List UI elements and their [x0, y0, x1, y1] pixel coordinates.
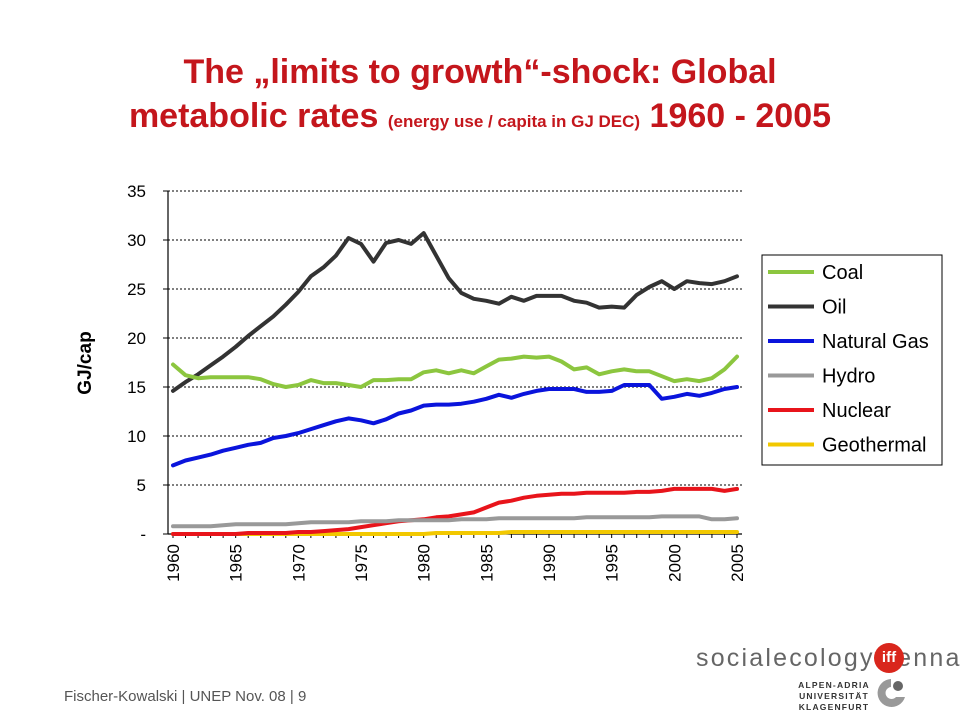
footer-text: Fischer-Kowalski | UNEP Nov. 08 | 9 — [64, 688, 307, 705]
y-tick-label: 30 — [127, 231, 146, 250]
y-tick-label: - — [140, 525, 146, 544]
x-tick-label: 1960 — [164, 544, 183, 582]
y-tick-label: 15 — [127, 378, 146, 397]
university-line2: UNIVERSITÄT — [799, 691, 869, 701]
brand-wordmark: socialecologyvienna — [696, 644, 960, 672]
title-line1: The „limits to growth“-shock: Global — [183, 53, 777, 91]
x-tick-label: 1985 — [477, 544, 496, 582]
y-tick-label: 35 — [127, 182, 146, 201]
legend-label-oil: Oil — [822, 297, 846, 319]
slide-title: The „limits to growth“-shock: Global met… — [0, 50, 960, 144]
x-tick-label: 1990 — [540, 544, 559, 582]
chart-legend — [761, 254, 943, 466]
series-line-oil — [171, 231, 739, 393]
series-line-coal — [171, 354, 739, 389]
x-tick-label: 1980 — [415, 544, 434, 582]
x-tick-label: 1975 — [352, 544, 371, 582]
y-tick-label: 20 — [127, 329, 146, 348]
series-line-natural-gas — [171, 383, 739, 468]
legend-label-hydro: Hydro — [822, 366, 875, 388]
iff-badge: iff — [874, 643, 904, 673]
university-line1: ALPEN-ADRIA — [798, 680, 870, 690]
legend-label-nuclear: Nuclear — [822, 400, 891, 422]
legend-label-geothermal: Geothermal — [822, 435, 927, 457]
x-tick-label: 2000 — [665, 544, 684, 582]
x-tick-label: 2005 — [728, 544, 747, 582]
x-tick-label: 1995 — [603, 544, 622, 582]
x-tick-label: 1965 — [227, 544, 246, 582]
y-axis-label: GJ/cap — [75, 331, 96, 394]
university-logo-icon — [877, 679, 905, 707]
y-tick-label: 10 — [127, 427, 146, 446]
series-line-nuclear — [171, 486, 739, 536]
title-years: 1960 - 2005 — [649, 97, 832, 135]
y-tick-label: 5 — [137, 476, 146, 495]
legend-label-natural-gas: Natural Gas — [822, 331, 929, 353]
university-name: ALPEN-ADRIA UNIVERSITÄT KLAGENFURT — [798, 680, 870, 713]
title-line2: metabolic rates — [128, 97, 379, 135]
university-line3: KLAGENFURT — [798, 702, 870, 712]
series-line-hydro — [171, 514, 739, 529]
legend-label-coal: Coal — [822, 262, 863, 284]
x-tick-label: 1970 — [289, 544, 308, 582]
title-subtitle: (energy use / capita in GJ DEC) — [387, 112, 641, 131]
y-tick-label: 25 — [127, 280, 146, 299]
